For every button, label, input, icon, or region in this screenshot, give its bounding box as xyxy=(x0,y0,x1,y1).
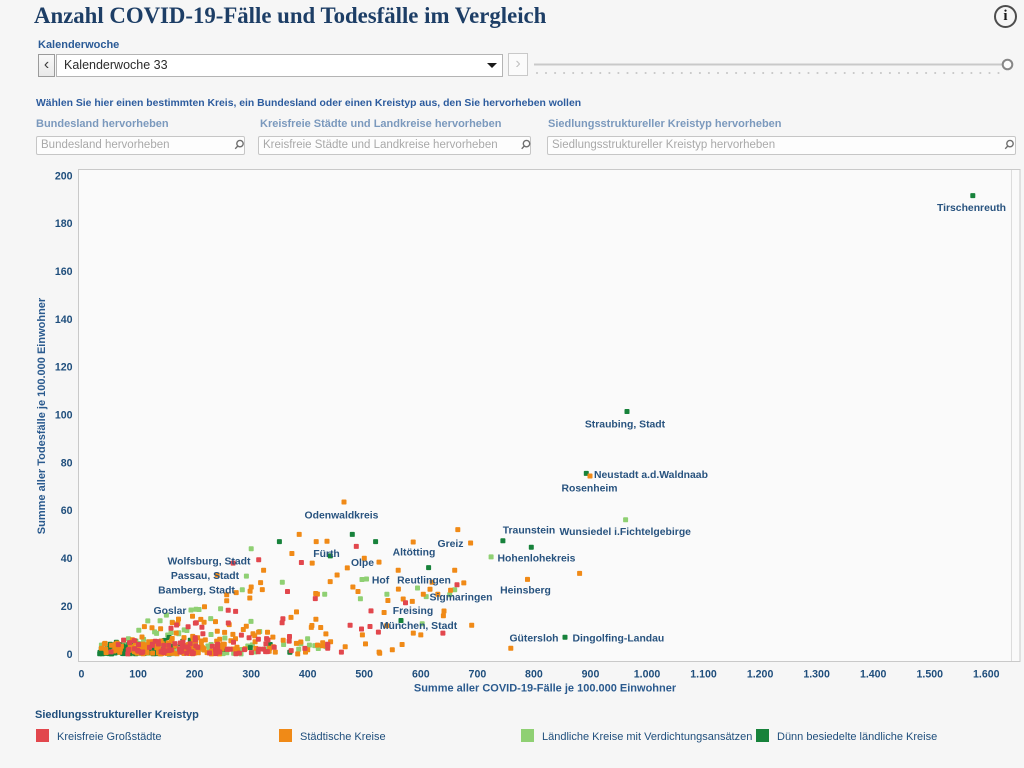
svg-text:900: 900 xyxy=(582,669,600,681)
svg-text:1.100: 1.100 xyxy=(690,669,717,681)
svg-text:80: 80 xyxy=(61,457,73,469)
svg-text:Olpe: Olpe xyxy=(351,558,374,569)
svg-text:Hof: Hof xyxy=(372,575,390,586)
svg-text:1.400: 1.400 xyxy=(860,669,887,681)
svg-text:Heinsberg: Heinsberg xyxy=(500,586,551,597)
svg-text:Gütersloh: Gütersloh xyxy=(509,634,558,645)
svg-text:Dingolfing-Landau: Dingolfing-Landau xyxy=(573,634,665,645)
svg-text:Sigmaringen: Sigmaringen xyxy=(430,592,493,603)
svg-text:Freising: Freising xyxy=(393,606,433,617)
svg-text:Hohenlohekreis: Hohenlohekreis xyxy=(498,553,576,564)
svg-text:1.500: 1.500 xyxy=(917,669,944,681)
svg-text:Odenwaldkreis: Odenwaldkreis xyxy=(305,510,379,521)
svg-text:Neustadt a.d.Waldnaab: Neustadt a.d.Waldnaab xyxy=(594,470,708,481)
svg-text:100: 100 xyxy=(55,410,73,422)
svg-text:Wunsiedel i.Fichtelgebirge: Wunsiedel i.Fichtelgebirge xyxy=(560,527,692,538)
svg-text:120: 120 xyxy=(55,362,73,374)
svg-text:200: 200 xyxy=(186,669,204,681)
svg-text:München, Stadt: München, Stadt xyxy=(380,621,458,632)
svg-text:Passau, Stadt: Passau, Stadt xyxy=(171,571,240,582)
svg-text:200: 200 xyxy=(55,170,73,182)
svg-text:700: 700 xyxy=(469,669,487,681)
svg-text:Summe aller COVID-19-Fälle je: Summe aller COVID-19-Fälle je 100.000 Ei… xyxy=(414,683,677,695)
svg-text:600: 600 xyxy=(412,669,430,681)
svg-text:Traunstein: Traunstein xyxy=(503,526,556,537)
svg-text:160: 160 xyxy=(55,266,73,278)
svg-text:Bamberg, Stadt: Bamberg, Stadt xyxy=(158,586,235,597)
svg-text:40: 40 xyxy=(61,553,73,565)
svg-text:20: 20 xyxy=(61,601,73,613)
svg-text:140: 140 xyxy=(55,314,73,326)
svg-text:Tirschenreuth: Tirschenreuth xyxy=(937,203,1006,214)
svg-text:60: 60 xyxy=(61,505,73,517)
svg-text:Goslar: Goslar xyxy=(154,606,187,617)
svg-text:500: 500 xyxy=(355,669,373,681)
svg-text:Rosenheim: Rosenheim xyxy=(561,484,617,495)
svg-text:1.000: 1.000 xyxy=(634,669,661,681)
svg-text:0: 0 xyxy=(67,649,73,661)
svg-text:1.300: 1.300 xyxy=(803,669,830,681)
svg-text:1.200: 1.200 xyxy=(747,669,774,681)
svg-text:Straubing, Stadt: Straubing, Stadt xyxy=(585,420,666,431)
svg-text:800: 800 xyxy=(525,669,543,681)
svg-text:0: 0 xyxy=(79,669,85,681)
svg-text:Greiz: Greiz xyxy=(438,539,464,550)
svg-text:Altötting: Altötting xyxy=(393,547,436,558)
svg-text:100: 100 xyxy=(129,669,147,681)
svg-text:400: 400 xyxy=(299,669,317,681)
svg-text:300: 300 xyxy=(242,669,260,681)
svg-text:Reutlingen: Reutlingen xyxy=(397,575,451,586)
svg-text:Fürth: Fürth xyxy=(313,549,340,560)
svg-text:1.600: 1.600 xyxy=(973,669,1000,681)
svg-text:180: 180 xyxy=(55,218,73,230)
svg-text:Summe aller Todesfälle je 100.: Summe aller Todesfälle je 100.000 Einwoh… xyxy=(36,297,48,534)
svg-text:Wolfsburg, Stadt: Wolfsburg, Stadt xyxy=(168,556,251,567)
